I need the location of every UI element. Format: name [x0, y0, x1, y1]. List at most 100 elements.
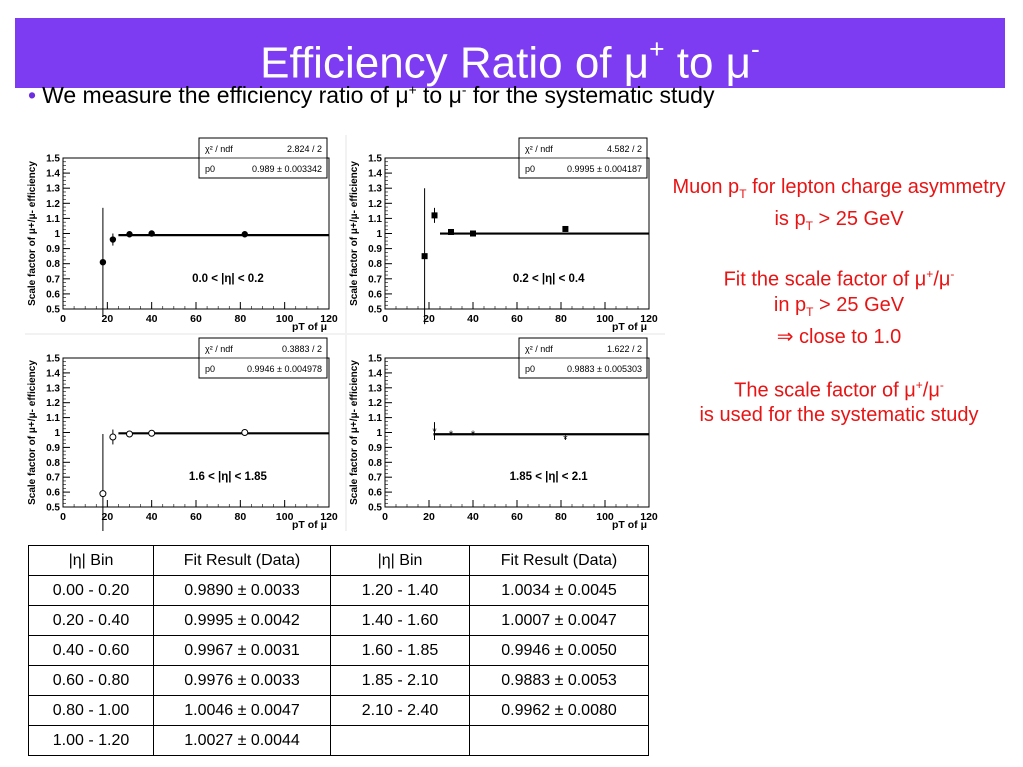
stats-chi2-value: 0.3883 / 2 — [282, 344, 322, 354]
x-tick-label: 120 — [640, 313, 658, 325]
x-axis-title: pT of μ — [292, 519, 327, 531]
fit-results-table: |η| Bin Fit Result (Data) |η| Bin Fit Re… — [28, 545, 649, 756]
table-cell: 1.0046 ± 0.0047 — [153, 695, 331, 726]
note-pt-cut: Muon pT for lepton charge asymmetry is p… — [668, 175, 1010, 239]
x-tick-label: 20 — [423, 313, 435, 325]
y-tick-label: 1.3 — [46, 184, 60, 195]
y-tick-label: 0.9 — [46, 443, 60, 454]
y-tick-label: 1.1 — [368, 413, 382, 424]
data-point: * — [563, 433, 568, 445]
y-tick-label: 0.7 — [46, 274, 60, 285]
y-axis-title: Scale factor of μ+/μ- efficiency — [27, 161, 38, 306]
x-tick-label: 40 — [467, 511, 479, 523]
x-tick-label: 40 — [146, 511, 158, 523]
stats-chi2-label: χ² / ndf — [525, 344, 553, 354]
stats-p0-value: 0.9883 ± 0.005303 — [567, 364, 642, 374]
table-cell: 1.85 - 2.10 — [330, 665, 470, 696]
y-tick-label: 0.7 — [368, 274, 382, 285]
y-tick-label: 0.9 — [368, 244, 382, 255]
y-tick-label: 1.5 — [368, 154, 382, 165]
data-point — [126, 231, 133, 238]
table-cell: 0.00 - 0.20 — [28, 575, 154, 606]
table-row: 0.20 - 0.40 0.9995 ± 0.0042 1.40 - 1.60 … — [28, 605, 649, 636]
x-tick-label: 60 — [511, 313, 523, 325]
y-tick-label: 1 — [54, 229, 60, 240]
y-tick-label: 1 — [376, 428, 382, 439]
title-superscript: + — [649, 34, 665, 64]
note-superscript: + — [915, 377, 923, 392]
stats-chi2-value: 2.824 / 2 — [287, 144, 322, 154]
table-cell: 0.20 - 0.40 — [28, 605, 154, 636]
data-point — [421, 253, 428, 260]
y-tick-label: 1.4 — [368, 169, 382, 180]
table-cell: 2.10 - 2.40 — [330, 695, 470, 726]
table-header-cell: Fit Result (Data) — [153, 545, 331, 576]
y-tick-label: 1.2 — [368, 398, 382, 409]
y-tick-label: 1.4 — [46, 169, 60, 180]
note-superscript: - — [939, 377, 944, 392]
note-text: for lepton charge asymmetry is p — [746, 176, 1006, 230]
x-tick-label: 0 — [382, 313, 388, 325]
data-point — [241, 231, 248, 238]
x-tick-label: 20 — [101, 511, 113, 523]
note-subscript: T — [806, 304, 814, 319]
y-tick-label: 1.1 — [46, 413, 60, 424]
eta-region-label: 0.0 < |η| < 0.2 — [192, 273, 264, 285]
bullet-text: We measure the efficiency ratio of μ — [42, 82, 409, 108]
table-cell: 0.9967 ± 0.0031 — [153, 635, 331, 666]
y-tick-label: 1.3 — [368, 383, 382, 394]
note-subscript: T — [739, 187, 747, 201]
x-tick-label: 80 — [555, 313, 567, 325]
y-tick-label: 1.2 — [46, 199, 60, 210]
title-text-part: to μ — [664, 38, 752, 88]
table-row: 0.00 - 0.20 0.9890 ± 0.0033 1.20 - 1.40 … — [28, 575, 649, 606]
stats-chi2-label: χ² / ndf — [205, 144, 233, 154]
y-tick-label: 0.6 — [368, 289, 382, 300]
y-tick-label: 0.8 — [46, 259, 60, 270]
y-tick-label: 0.5 — [46, 305, 60, 316]
note-systematic: The scale factor of μ+/μ- is used for th… — [668, 373, 1010, 429]
y-tick-label: 1.2 — [368, 199, 382, 210]
table-cell: 0.9976 ± 0.0033 — [153, 665, 331, 696]
x-tick-label: 100 — [596, 511, 614, 523]
table-cell: 1.0027 ± 0.0044 — [153, 725, 331, 756]
note-superscript: + — [926, 267, 934, 281]
data-point — [126, 430, 133, 438]
y-tick-label: 0.7 — [46, 473, 60, 484]
table-cell: 0.9883 ± 0.0053 — [469, 665, 649, 696]
y-tick-label: 1.5 — [46, 154, 60, 165]
eta-region-label: 1.6 < |η| < 1.85 — [189, 471, 268, 483]
x-axis-title: pT of μ — [292, 321, 327, 333]
y-tick-label: 1.2 — [46, 398, 60, 409]
x-tick-label: 100 — [276, 511, 294, 523]
y-tick-label: 1.3 — [368, 184, 382, 195]
y-tick-label: 1.3 — [46, 383, 60, 394]
y-tick-label: 0.9 — [368, 443, 382, 454]
stats-p0-label: p0 — [205, 364, 215, 374]
x-tick-label: 0 — [60, 313, 66, 325]
data-point — [148, 429, 156, 437]
table-row: 1.00 - 1.20 1.0027 ± 0.0044 — [28, 725, 649, 756]
y-tick-label: 0.8 — [368, 458, 382, 469]
note-subscript: T — [805, 219, 813, 233]
notes-panel: Muon pT for lepton charge asymmetry is p… — [668, 175, 1010, 451]
bullet-superscript: + — [408, 82, 417, 98]
bullet-superscript: - — [461, 82, 467, 98]
y-axis-title: Scale factor of μ+/μ- efficiency — [349, 360, 360, 505]
x-tick-label: 120 — [320, 313, 338, 325]
y-axis-title: Scale factor of μ+/μ- efficiency — [27, 360, 38, 505]
table-cell: 0.9946 ± 0.0050 — [469, 635, 649, 666]
bullet-icon: • — [28, 82, 37, 108]
y-tick-label: 0.8 — [368, 259, 382, 270]
stats-p0-label: p0 — [525, 364, 535, 374]
x-tick-label: 100 — [276, 313, 294, 325]
table-row: 0.60 - 0.80 0.9976 ± 0.0033 1.85 - 2.10 … — [28, 665, 649, 696]
y-tick-label: 1.4 — [46, 368, 60, 379]
table-cell: 0.40 - 0.60 — [28, 635, 154, 666]
y-tick-label: 0.8 — [46, 458, 60, 469]
data-point — [241, 429, 249, 436]
y-tick-label: 0.5 — [368, 305, 382, 316]
x-tick-label: 0 — [382, 511, 388, 523]
note-text: Muon p — [672, 176, 740, 198]
y-tick-label: 1 — [376, 229, 382, 240]
